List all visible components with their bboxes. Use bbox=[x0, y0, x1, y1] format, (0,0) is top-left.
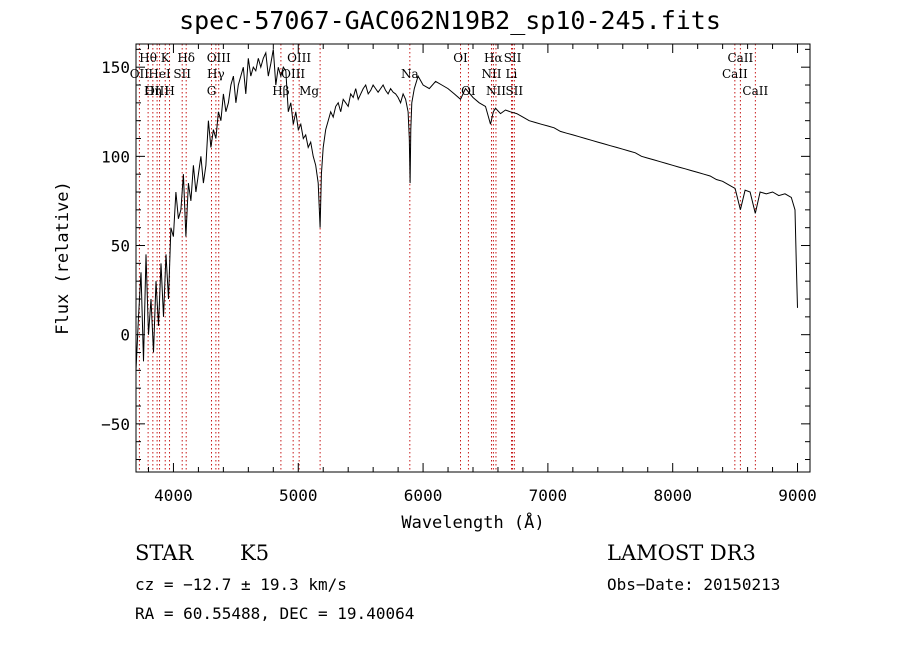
coordinates-readout: RA = 60.55488, DEC = 19.40064 bbox=[135, 604, 415, 623]
y-tick-label: −50 bbox=[101, 415, 130, 434]
spectral-subclass: K5 bbox=[240, 541, 270, 565]
line-label-hδ: Hδ bbox=[177, 51, 195, 65]
y-tick-label: 100 bbox=[101, 147, 130, 166]
redshift-readout: cz = −12.7 ± 19.3 km/s bbox=[135, 575, 347, 594]
line-label-na: Na bbox=[401, 67, 419, 81]
object-class: STAR bbox=[135, 541, 194, 565]
line-label-hγ: Hγ bbox=[207, 67, 225, 81]
y-axis-title: Flux (relative) bbox=[53, 181, 73, 335]
x-tick-label: 5000 bbox=[279, 486, 318, 505]
line-label-oii: OII bbox=[130, 67, 150, 81]
line-label-hθ: Hθ bbox=[139, 51, 157, 65]
plot-frame bbox=[135, 43, 811, 473]
line-label-oi: OI bbox=[453, 51, 468, 65]
spectrum-trace bbox=[136, 49, 798, 371]
line-label-caii: CaII bbox=[742, 84, 768, 98]
line-label-oiii: OIII bbox=[281, 67, 305, 81]
x-tick-label: 6000 bbox=[404, 486, 443, 505]
survey-name: LAMOST DR3 bbox=[607, 541, 756, 565]
x-tick-label: 8000 bbox=[653, 486, 692, 505]
line-label-oiii: OIII bbox=[287, 51, 311, 65]
chart-title: spec-57067-GAC062N19B2_sp10-245.fits bbox=[179, 6, 721, 35]
line-label-mg: Mg bbox=[299, 84, 319, 98]
line-label-h: H bbox=[164, 84, 174, 98]
x-axis-title: Wavelength (Å) bbox=[401, 511, 544, 533]
line-label-hη: Hη bbox=[144, 84, 162, 98]
line-label-sii: SII bbox=[504, 51, 522, 65]
observation-date: Obs−Date: 20150213 bbox=[607, 575, 781, 594]
y-tick-label: 50 bbox=[111, 237, 130, 256]
line-label-oiii: OIII bbox=[207, 51, 231, 65]
line-label-oi: OI bbox=[461, 84, 476, 98]
line-label-sii: SII bbox=[173, 67, 191, 81]
line-label-sii: SII bbox=[505, 84, 523, 98]
y-tick-label: 150 bbox=[101, 58, 130, 77]
x-tick-label: 9000 bbox=[778, 486, 817, 505]
line-label-caii: CaII bbox=[727, 51, 753, 65]
line-label-k: K bbox=[161, 51, 171, 65]
line-label-hei: HeI bbox=[148, 67, 171, 81]
line-label-g: G bbox=[207, 84, 217, 98]
x-tick-label: 4000 bbox=[154, 486, 193, 505]
line-label-hβ: Hβ bbox=[272, 84, 289, 98]
line-label-nii: NII bbox=[486, 84, 506, 98]
x-tick-label: 7000 bbox=[529, 486, 568, 505]
line-label-nii: NII bbox=[481, 67, 501, 81]
line-label-oiii: OIII bbox=[145, 84, 169, 98]
line-label-caii: CaII bbox=[722, 67, 748, 81]
y-tick-label: 0 bbox=[120, 326, 130, 345]
line-label-li: Li bbox=[506, 67, 518, 81]
line-label-hα: Hα bbox=[484, 51, 503, 65]
